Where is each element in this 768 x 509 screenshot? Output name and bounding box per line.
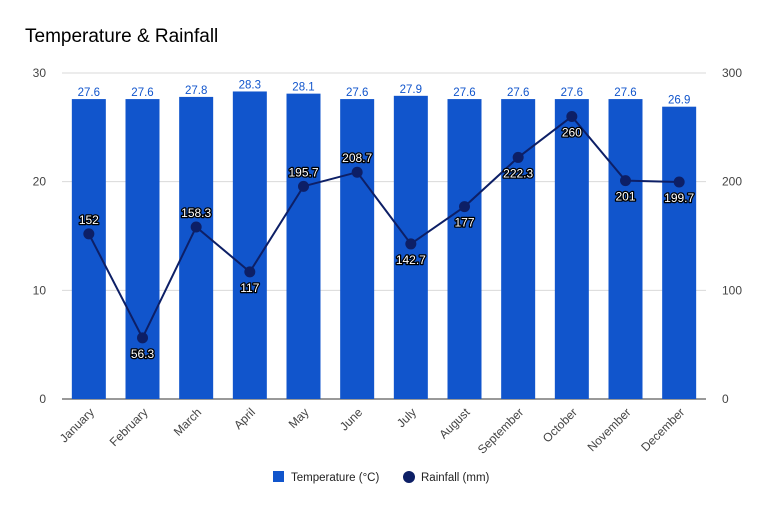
- x-tick-label: October: [540, 405, 580, 445]
- temperature-bar-label: 26.9: [668, 95, 690, 107]
- temperature-bar-label: 27.6: [614, 87, 636, 99]
- rainfall-point-label: 158.3: [181, 206, 211, 220]
- y-axis-left: 0 10 20 30: [33, 66, 47, 406]
- y-right-tick-label: 300: [722, 66, 742, 80]
- temperature-bar-label: 27.6: [507, 87, 529, 99]
- temperature-bar-label: 27.9: [400, 84, 422, 96]
- temperature-bars: [71, 91, 697, 400]
- legend-temperature-label: Temperature (°C): [291, 472, 379, 484]
- temperature-bar-label: 27.6: [78, 87, 100, 99]
- temperature-bar: [286, 93, 321, 399]
- rainfall-point: [566, 110, 578, 122]
- x-tick-label: January: [57, 405, 97, 445]
- rainfall-series-line: [87, 115, 680, 341]
- x-tick-label: May: [286, 405, 312, 431]
- y-axis-right: 0 100 200 300: [722, 66, 742, 406]
- temperature-bar-label: 27.6: [346, 87, 368, 99]
- rainfall-point: [512, 151, 524, 163]
- rainfall-point-label: 222.3: [503, 166, 533, 180]
- temperature-bar: [447, 99, 482, 399]
- x-tick-label: August: [436, 405, 473, 442]
- y-right-tick-label: 200: [722, 175, 742, 189]
- x-axis: January February March April May June July Augu…: [57, 405, 687, 457]
- temperature-bar-label: 27.6: [131, 87, 153, 99]
- x-tick-label: April: [231, 405, 258, 432]
- y-left-tick-label: 20: [33, 175, 47, 189]
- temperature-bar: [662, 106, 697, 399]
- x-tick-label: June: [337, 405, 366, 434]
- rainfall-point-label: 177: [454, 216, 474, 230]
- rainfall-point: [673, 176, 685, 188]
- x-tick-label: February: [107, 405, 151, 449]
- rainfall-point-label: 152: [79, 213, 99, 227]
- rainfall-point-label: 199.7: [664, 191, 694, 205]
- rainfall-point-label: 117: [240, 281, 259, 295]
- rainfall-point: [620, 175, 631, 187]
- rainfall-point-label: 260: [562, 125, 582, 139]
- temperature-bar: [71, 99, 106, 399]
- rainfall-point: [459, 201, 470, 213]
- temperature-bar: [232, 91, 267, 400]
- y-left-tick-label: 10: [33, 283, 47, 297]
- chart-title: Temperature & Rainfall: [25, 26, 219, 47]
- rainfall-point-labels: 152 56.3 158.3 117 195.7 208.7 142.7 177 222.3 26…: [78, 124, 696, 362]
- legend-rainfall-swatch: [403, 471, 415, 483]
- temperature-bar: [340, 99, 375, 399]
- temperature-bar-labels: 27.6 27.6 27.8 28.3 28.1 27.6 27.9 27.6 27.6 27.6…: [78, 79, 691, 106]
- rainfall-point-label: 201: [615, 190, 635, 204]
- temperature-bar-label: 27.8: [185, 85, 207, 97]
- temperature-bar: [125, 99, 160, 399]
- rainfall-point-label: 208.7: [342, 151, 372, 165]
- y-left-tick-label: 30: [33, 66, 47, 80]
- temperature-bar-label: 28.1: [292, 82, 314, 94]
- rainfall-point-label: 195.7: [288, 165, 318, 179]
- x-tick-label: November: [585, 405, 634, 454]
- rainfall-point: [351, 166, 363, 178]
- legend-rainfall-label: Rainfall (mm): [421, 472, 490, 484]
- rainfall-point: [137, 332, 148, 344]
- x-tick-label: July: [394, 405, 419, 430]
- rainfall-point: [298, 180, 309, 192]
- rainfall-point-label: 56.3: [131, 347, 155, 361]
- temperature-bar: [179, 96, 214, 399]
- x-tick-label: December: [638, 405, 687, 454]
- y-left-tick-label: 0: [39, 392, 46, 406]
- rainfall-point-label: 142.7: [396, 253, 426, 267]
- temperature-bar-label: 28.3: [239, 79, 261, 91]
- y-right-tick-label: 100: [722, 283, 742, 297]
- temperature-bar-label: 27.6: [561, 87, 583, 99]
- temperature-bar-label: 27.6: [453, 87, 475, 99]
- x-tick-label: March: [171, 405, 204, 438]
- rainfall-point: [190, 221, 202, 233]
- temperature-bar: [501, 99, 536, 399]
- legend[interactable]: Temperature (°C) Rainfall (mm): [273, 471, 490, 484]
- gridlines: [62, 72, 706, 400]
- legend-temperature-swatch: [273, 471, 284, 482]
- rainfall-line: [83, 110, 685, 344]
- temperature-bar: [554, 99, 589, 399]
- rainfall-point: [83, 228, 95, 240]
- y-right-tick-label: 0: [722, 392, 729, 406]
- x-tick-label: September: [475, 405, 526, 456]
- rainfall-point: [244, 266, 256, 278]
- temperature-bar: [608, 99, 643, 399]
- rainfall-point: [405, 238, 417, 250]
